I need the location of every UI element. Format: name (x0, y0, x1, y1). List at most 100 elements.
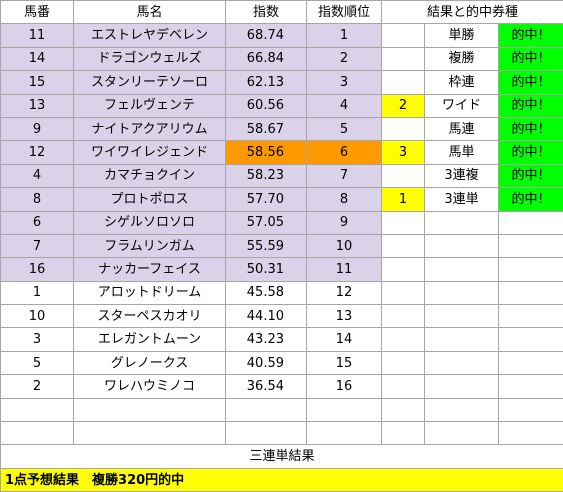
bet-type-cell (425, 258, 499, 281)
hit-badge (499, 258, 563, 281)
bet-type-cell: 3連単 (425, 188, 499, 211)
hit-badge (499, 211, 563, 234)
hit-badge (499, 398, 563, 421)
result-mark-cell (382, 47, 425, 70)
index-cell: 66.84 (226, 47, 307, 70)
hit-badge (499, 305, 563, 328)
horse-name-cell: スターペスカオリ (74, 305, 226, 328)
hit-badge: 的中！ (499, 117, 563, 140)
umaban-cell: 15 (1, 71, 74, 94)
index-cell: 36.54 (226, 375, 307, 398)
index-cell: 60.56 (226, 94, 307, 117)
umaban-cell: 10 (1, 305, 74, 328)
result-mark-cell (382, 398, 425, 421)
umaban-cell: 1 (1, 281, 74, 304)
bet-type-cell: 馬単 (425, 141, 499, 164)
rank-cell: 2 (307, 47, 382, 70)
bet-type-cell: ワイド (425, 94, 499, 117)
index-cell (226, 398, 307, 421)
hit-badge: 的中！ (499, 94, 563, 117)
result-mark-cell (382, 24, 425, 47)
horse-name-cell: ナッカーフェイス (74, 258, 226, 281)
banner-row: 1点予想結果 複勝320円的中 (1, 468, 563, 491)
umaban-cell: 4 (1, 164, 74, 187)
umaban-cell: 6 (1, 211, 74, 234)
horse-name-cell: グレノークス (74, 351, 226, 374)
hit-badge (499, 234, 563, 257)
horse-name-cell: エレガントムーン (74, 328, 226, 351)
result-mark-cell (382, 211, 425, 234)
hit-badge: 的中！ (499, 164, 563, 187)
index-cell: 57.05 (226, 211, 307, 234)
rank-cell: 4 (307, 94, 382, 117)
result-mark-cell (382, 328, 425, 351)
bet-type-cell (425, 211, 499, 234)
result-mark-cell (382, 375, 425, 398)
index-cell: 50.31 (226, 258, 307, 281)
bet-type-cell (425, 281, 499, 304)
index-cell: 40.59 (226, 351, 307, 374)
umaban-cell: 11 (1, 24, 74, 47)
horse-name-cell: シゲルソロソロ (74, 211, 226, 234)
index-cell: 68.74 (226, 24, 307, 47)
rank-cell: 10 (307, 234, 382, 257)
header-rank: 指数順位 (307, 1, 382, 24)
umaban-cell: 2 (1, 375, 74, 398)
bet-type-cell: 3連複 (425, 164, 499, 187)
bet-type-cell (425, 422, 499, 445)
bet-type-cell: 馬連 (425, 117, 499, 140)
umaban-cell: 13 (1, 94, 74, 117)
rank-cell (307, 422, 382, 445)
horse-name-cell: フラムリンガム (74, 234, 226, 257)
bet-type-cell: 複勝 (425, 47, 499, 70)
index-cell: 45.58 (226, 281, 307, 304)
umaban-cell (1, 422, 74, 445)
horse-name-cell: ワレハウミノコ (74, 375, 226, 398)
hit-badge (499, 375, 563, 398)
hit-badge: 的中！ (499, 188, 563, 211)
rank-cell: 7 (307, 164, 382, 187)
index-cell: 58.56 (226, 141, 307, 164)
result-mark-cell (382, 422, 425, 445)
result-mark-cell (382, 305, 425, 328)
index-cell: 57.70 (226, 188, 307, 211)
sanrentan-row: 三連単結果 (1, 445, 563, 468)
rank-cell: 9 (307, 211, 382, 234)
header-result: 結果と的中券種 (382, 1, 563, 24)
horse-name-cell: フェルヴェンテ (74, 94, 226, 117)
horse-name-cell: アロットドリーム (74, 281, 226, 304)
index-cell: 62.13 (226, 71, 307, 94)
result-mark-cell (382, 351, 425, 374)
umaban-cell: 12 (1, 141, 74, 164)
result-mark-cell (382, 234, 425, 257)
rank-cell: 11 (307, 258, 382, 281)
header-name: 馬名 (74, 1, 226, 24)
horse-name-cell: エストレヤデベレン (74, 24, 226, 47)
hit-badge (499, 281, 563, 304)
rank-cell: 6 (307, 141, 382, 164)
result-mark-cell: 1 (382, 188, 425, 211)
umaban-cell: 7 (1, 234, 74, 257)
hit-badge: 的中！ (499, 141, 563, 164)
sanrentan-label: 三連単結果 (1, 445, 563, 468)
result-mark-cell: 3 (382, 141, 425, 164)
horse-name-cell: カマチョクイン (74, 164, 226, 187)
bet-type-cell (425, 375, 499, 398)
horse-name-cell: スタンリーテソーロ (74, 71, 226, 94)
rank-cell: 14 (307, 328, 382, 351)
bet-type-cell (425, 398, 499, 421)
rank-cell (307, 398, 382, 421)
header-umaban: 馬番 (1, 1, 74, 24)
umaban-cell: 14 (1, 47, 74, 70)
